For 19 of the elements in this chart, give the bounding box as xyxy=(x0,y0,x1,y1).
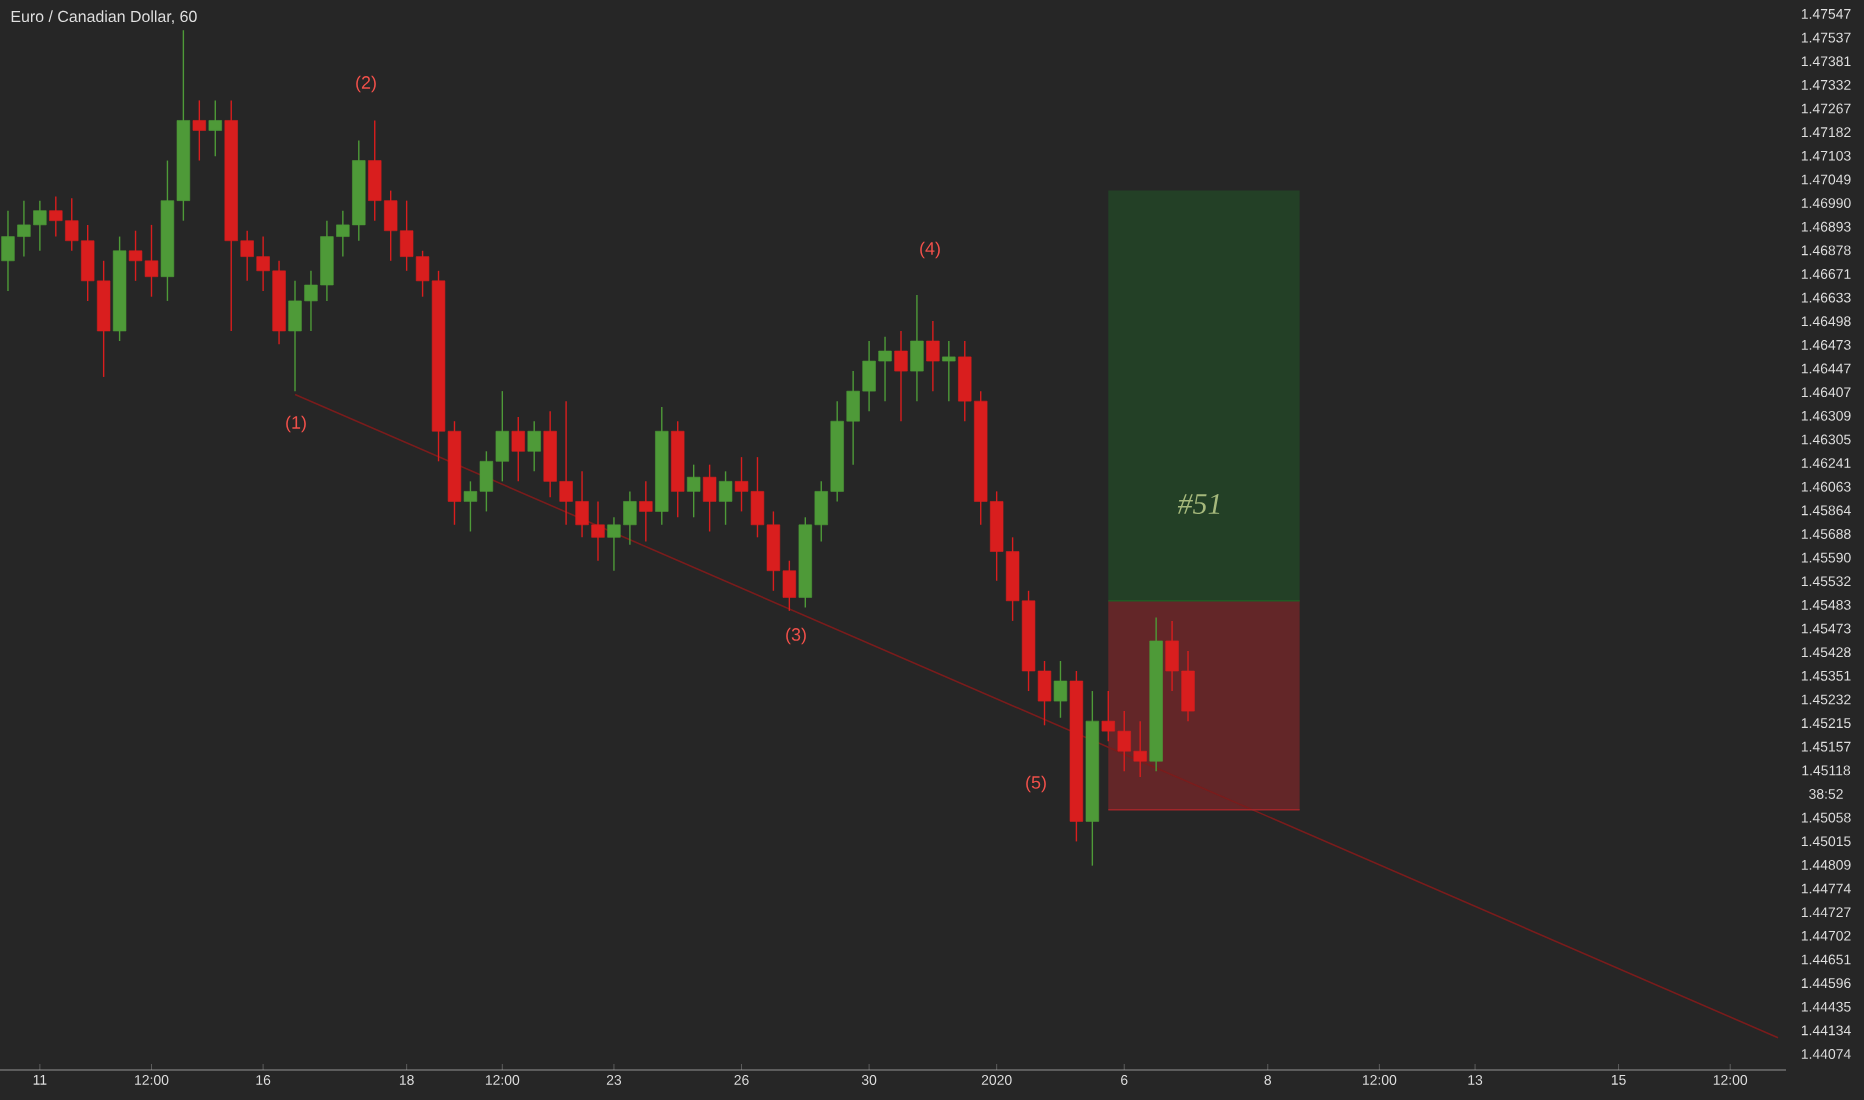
annotation: (3) xyxy=(786,627,806,645)
candlestick xyxy=(702,463,717,533)
candlestick xyxy=(527,420,541,473)
candlestick xyxy=(926,320,940,392)
annotation: (4) xyxy=(920,241,940,259)
candlestick xyxy=(1053,660,1068,719)
candlestick xyxy=(511,416,525,483)
candlestick xyxy=(208,99,222,158)
annotation: (2) xyxy=(356,75,376,93)
candlestick xyxy=(910,294,924,402)
candlestick xyxy=(687,463,701,518)
annotation: (5) xyxy=(1026,775,1046,793)
candlestick xyxy=(192,99,207,162)
candlestick xyxy=(894,330,908,422)
annotation: (1) xyxy=(286,415,306,433)
candlestick xyxy=(718,470,733,526)
candlestick xyxy=(639,480,653,543)
candlestick xyxy=(942,340,956,402)
annotation: #51 xyxy=(1177,493,1220,514)
